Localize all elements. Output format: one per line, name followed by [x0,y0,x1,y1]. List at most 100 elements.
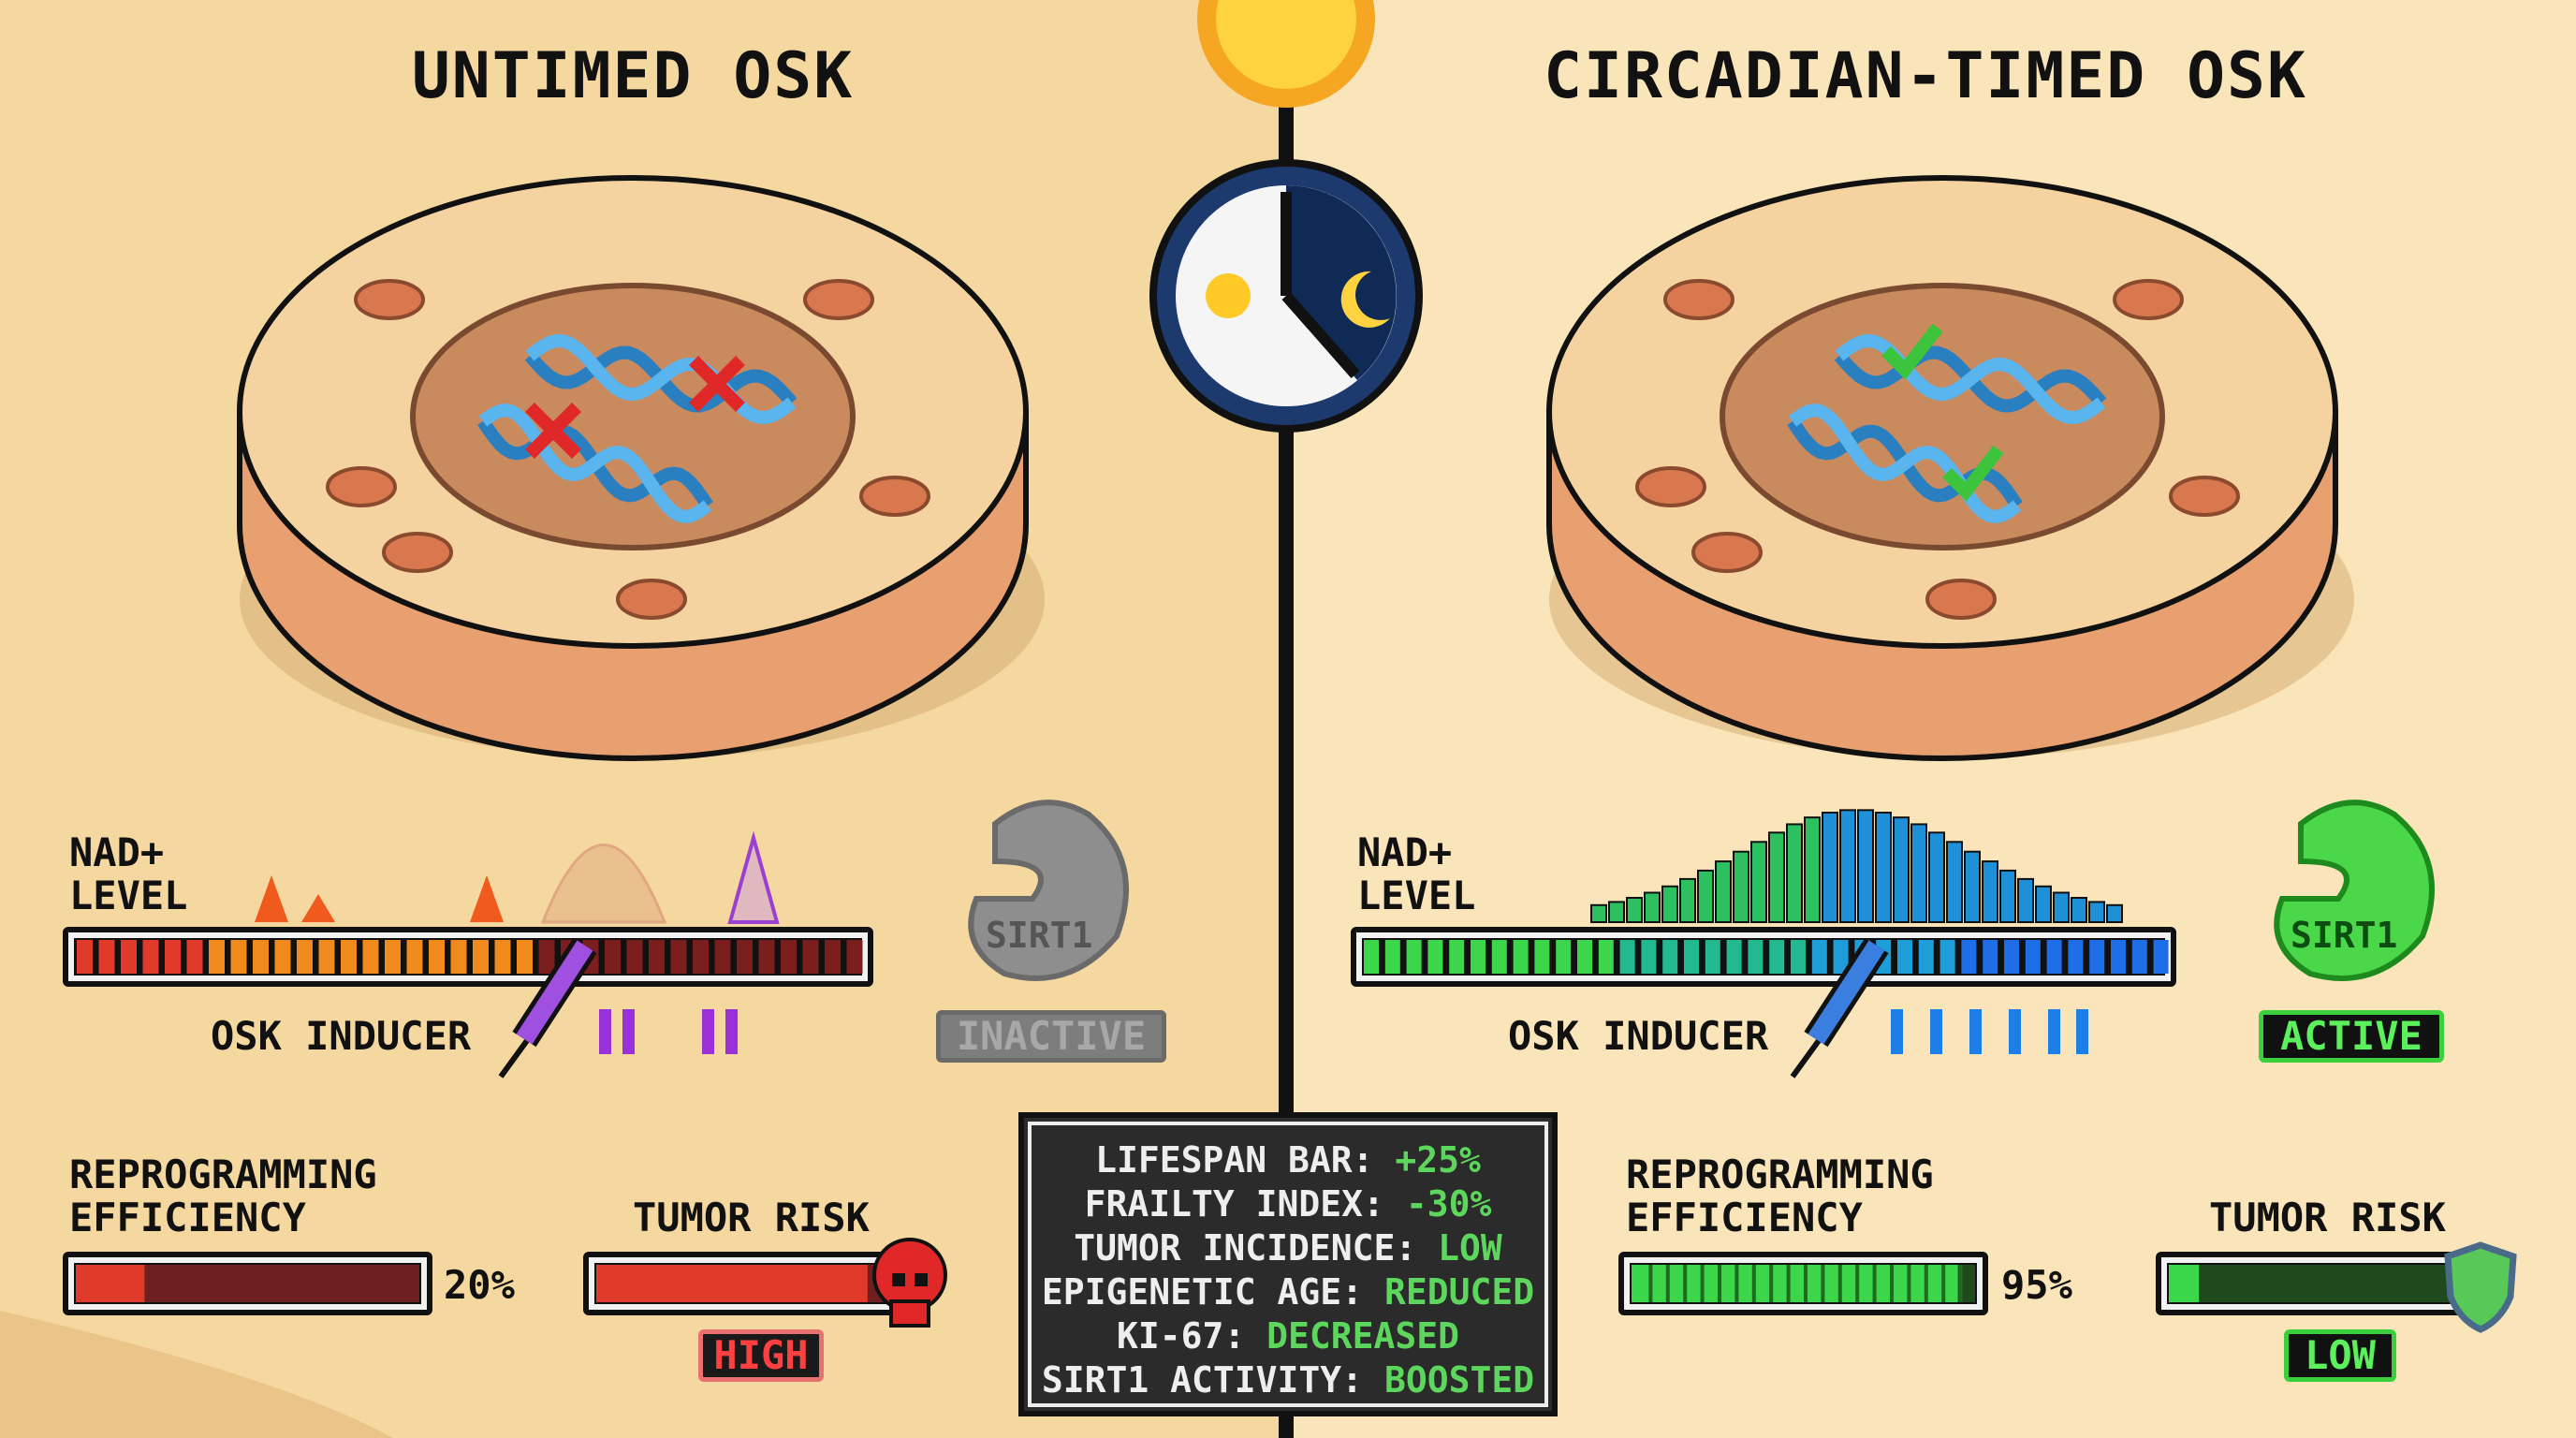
nad-bar-segment [1726,940,1742,974]
stat-row: FRAILTY INDEX: -30% [1024,1182,1552,1226]
nad-curve-bar [1804,816,1821,923]
dna-icon [524,334,798,424]
nad-bar-segment [1897,940,1912,974]
left-reprog-value: 20% [444,1262,515,1308]
nad-bar-segment [1364,940,1379,974]
nad-bar-segment [318,940,335,974]
check-icon [1881,323,1943,380]
nad-bar-segment [781,940,797,974]
right-reprog-value: 95% [2001,1262,2072,1308]
nad-bar-segment [1939,940,1955,974]
right-tumor-status-badge: LOW [2284,1329,2396,1382]
osk-dose-tick [599,1009,611,1054]
reprog-segment-gap [1683,1265,1688,1302]
nad-bar-segment [1684,940,1699,974]
nad-bar-segment [429,940,445,974]
right-sirt1-label: SIRT1 [2291,915,2398,956]
nad-curve-bar [1786,823,1803,924]
nad-bar-segment [186,940,203,974]
nad-curve-bar [1946,841,1963,924]
osk-dose-tick [2009,1009,2021,1054]
mitochondria [382,532,453,573]
nad-bar-segment [605,940,621,974]
left-nad-label: NAD+ LEVEL [69,831,187,917]
nad-bar-segment [2004,940,2019,974]
stat-row: KI-67: DECREASED [1024,1314,1552,1358]
nad-bar-segment [473,940,489,974]
nad-bar-segment [1534,940,1550,974]
osk-dose-tick [725,1009,738,1054]
nad-curve-bar [1822,812,1838,923]
nad-bar-segment [538,940,555,974]
nad-label-line: LEVEL [1357,873,1476,918]
nad-bar-segment [2111,940,2126,974]
mitochondria [326,466,397,507]
sand-dune [0,1311,393,1438]
nad-curve-bar [1644,891,1661,924]
nad-curve-bar [1875,812,1892,923]
nad-bar-segment [77,940,93,974]
nad-bar-segment [1769,940,1785,974]
mitochondria [1635,466,1706,507]
right-nad-label: NAD+ LEVEL [1357,831,1475,917]
left-sirt1-protein [968,800,1129,981]
nad-bar-segment [1748,940,1764,974]
nad-bar-segment [2068,940,2084,974]
nad-bar-segment [846,940,863,974]
right-sirt1-status-badge: ACTIVE [2259,1010,2444,1063]
left-reprog-label: REPROGRAMMING EFFICIENCY [69,1153,377,1240]
cross-icon [689,356,745,412]
mitochondria [354,279,425,320]
nad-bar-segment [802,940,819,974]
nad-bar-segment [450,940,467,974]
right-reprog-label: REPROGRAMMING EFFICIENCY [1626,1153,1934,1240]
nad-bar-segment [209,940,225,974]
stat-value: -30% [1405,1183,1492,1225]
nad-bar-segment [825,940,841,974]
nucleus [410,283,856,550]
right-tumor-bar-empty [2169,1265,2470,1302]
nad-bar-segment [1449,940,1465,974]
nad-spike [727,830,780,924]
nad-curve-bar [1697,869,1714,923]
right-cell [1546,175,2354,761]
right-sirt1-protein [2274,800,2435,981]
reprog-segment-gap [1665,1265,1670,1302]
nad-bar-segment [1619,940,1635,974]
left-syringe-icon [498,937,597,1078]
reprog-segment-gap [1804,1265,1808,1302]
nad-bar-segment [517,940,533,974]
reprog-segment-gap [1718,1265,1721,1302]
nad-bar-segment [1662,940,1678,974]
mitochondria [1663,279,1734,320]
nad-bar-segment [1961,940,1977,974]
stat-row: EPIGENETIC AGE: REDUCED [1024,1270,1552,1314]
nad-bar-segment [649,940,665,974]
left-nad-bar-track [74,938,862,976]
mitochondria [1925,579,1997,620]
nad-curve-bar [1857,809,1874,924]
nad-bar-segment [1598,940,1614,974]
nad-bar-segment [494,940,511,974]
nad-curve-bar [1626,897,1643,924]
nad-curve-bar [2088,901,2105,923]
nad-bar-segment [737,940,753,974]
reprog-segment-gap [1648,1265,1653,1302]
stat-label: TUMOR INCIDENCE: [1074,1227,1417,1269]
right-title: CIRCADIAN-TIMED OSK [1544,39,2307,113]
nad-label-line: NAD+ [1357,829,1453,875]
nad-bar-segment [758,940,775,974]
nad-curve-bar [2106,903,2123,924]
nad-curve-bar [1964,850,1981,924]
sun-small-icon [1206,273,1251,318]
nad-label-line: LEVEL [69,873,188,918]
nad-curve-bar [1608,901,1625,923]
nad-bar-segment [2131,940,2147,974]
results-panel: LIFESPAN BAR: +25% FRAILTY INDEX: -30% T… [1018,1112,1558,1416]
shield-icon [2444,1241,2517,1333]
nad-curve-bar [1982,860,1998,923]
nad-bar-segment [1918,940,1934,974]
moon-icon [1340,271,1390,328]
nad-bar-segment [1641,940,1657,974]
